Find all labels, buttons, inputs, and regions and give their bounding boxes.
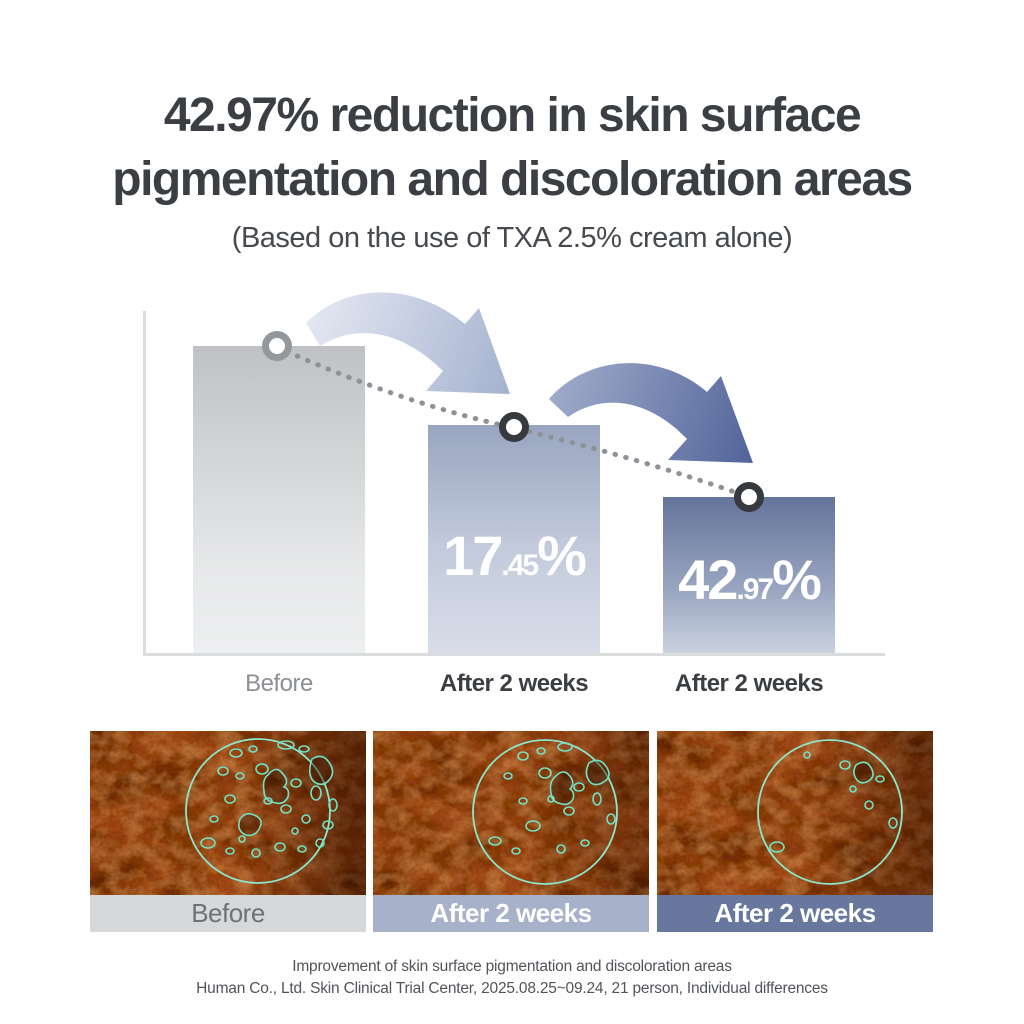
page-title-line2: pigmentation and discoloration areas	[112, 153, 913, 206]
skin-photo-after-2-weeks-1	[373, 731, 649, 895]
page-subtitle: (Based on the use of TXA 2.5% cream alon…	[231, 222, 793, 254]
bar-after-2-weeks-1: 17.45%	[428, 425, 600, 653]
bar-after-2-weeks-2: 42.97%	[663, 497, 835, 653]
bar-value-int: 42	[678, 548, 738, 611]
footnote-line1: Improvement of skin surface pigmentation…	[292, 958, 732, 975]
bar-value-int: 17	[443, 524, 503, 587]
bar-value-label: 17.45%	[428, 523, 600, 588]
bar-value-pct: %	[537, 524, 587, 587]
analysis-circle	[757, 739, 903, 885]
x-label-after-2-weeks-2: After 2 weeks	[674, 670, 824, 697]
page-title-line1: 42.97% reduction in skin surface	[163, 89, 862, 142]
bar-value-dec: .45	[501, 549, 539, 582]
data-point-marker-icon	[262, 331, 292, 361]
bar-value-dec: .97	[736, 573, 774, 606]
data-point-marker-icon	[734, 482, 764, 512]
pigmentation-outlines	[185, 738, 338, 884]
pigmentation-outlines	[757, 739, 903, 885]
page-title: 42.97% reduction in skin surface pigment…	[0, 84, 1024, 212]
bar-value-label: 42.97%	[663, 547, 835, 612]
photo-label-after-2-weeks-2: After 2 weeks	[657, 895, 933, 932]
analysis-circle	[185, 738, 331, 884]
photo-label-before: Before	[90, 895, 366, 932]
x-label-after-2-weeks-1: After 2 weeks	[439, 670, 589, 697]
skin-photo-before	[90, 731, 366, 895]
bar-before	[193, 346, 365, 653]
skin-photo-after-2-weeks-2	[657, 731, 933, 895]
analysis-circle	[472, 739, 618, 885]
bar-value-pct: %	[772, 548, 822, 611]
chart-axes	[143, 311, 885, 656]
data-point-marker-icon	[499, 412, 529, 442]
pigmentation-outlines	[472, 739, 618, 885]
footnote-line2: Human Co., Ltd. Skin Clinical Trial Cent…	[196, 980, 828, 997]
x-label-before: Before	[245, 670, 313, 697]
photo-label-after-2-weeks-1: After 2 weeks	[373, 895, 649, 932]
